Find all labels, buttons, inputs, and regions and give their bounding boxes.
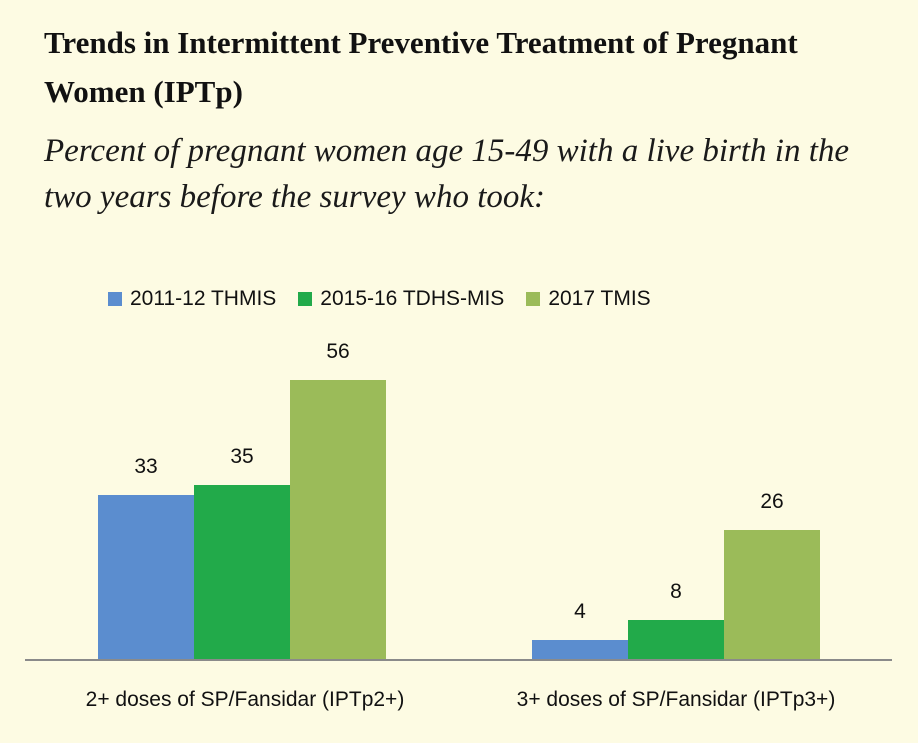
chart-legend: 2011-12 THMIS 2015-16 TDHS-MIS 2017 TMIS bbox=[108, 284, 673, 314]
data-label-2015-16-cat2: 8 bbox=[670, 580, 682, 603]
legend-label-2017: 2017 TMIS bbox=[548, 287, 651, 310]
data-label-2011-12-cat2: 4 bbox=[574, 600, 586, 623]
bar-2011-12-cat2 bbox=[532, 640, 628, 660]
legend-item-2017: 2017 TMIS bbox=[526, 287, 651, 311]
legend-item-2015-16: 2015-16 TDHS-MIS bbox=[298, 287, 504, 311]
bar-2017-cat2 bbox=[724, 530, 820, 660]
data-label-2015-16-cat1: 35 bbox=[230, 445, 253, 468]
legend-item-2011-12: 2011-12 THMIS bbox=[108, 287, 276, 311]
legend-label-2011-12: 2011-12 THMIS bbox=[130, 287, 277, 310]
legend-swatch-2017 bbox=[526, 292, 541, 306]
chart-subtitle: Percent of pregnant women age 15-49 with… bbox=[44, 133, 850, 215]
bar-2015-16-cat2 bbox=[628, 620, 724, 660]
data-label-2011-12-cat1: 33 bbox=[134, 455, 157, 478]
x-tick-label-2: 3+ doses of SP/Fansidar (IPTp3+) bbox=[517, 688, 836, 711]
legend-label-2015-16: 2015-16 TDHS-MIS bbox=[320, 287, 505, 310]
data-label-2017-cat2: 26 bbox=[760, 490, 783, 513]
bar-2017-cat1 bbox=[290, 380, 386, 660]
bar-2011-12-cat1 bbox=[98, 495, 194, 660]
bar-2015-16-cat1 bbox=[194, 485, 290, 660]
legend-swatch-2015-16 bbox=[298, 292, 313, 306]
x-tick-label-1: 2+ doses of SP/Fansidar (IPTp2+) bbox=[86, 688, 405, 711]
data-label-2017-cat1: 56 bbox=[326, 340, 349, 363]
chart-title: Trends in Intermittent Preventive Treatm… bbox=[44, 25, 798, 109]
legend-swatch-2011-12 bbox=[108, 292, 122, 306]
